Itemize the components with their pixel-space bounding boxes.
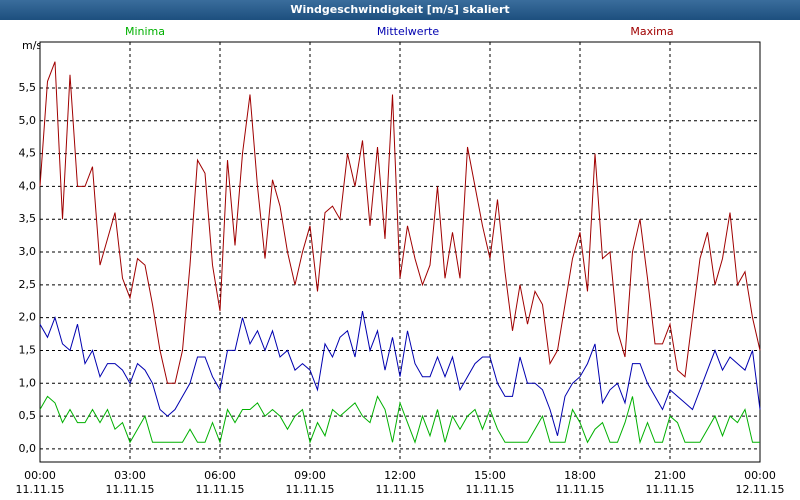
title-bar: Windgeschwindigkeit [m/s] skaliert (0, 0, 800, 20)
x-tick-label: 00:00 (744, 469, 776, 482)
x-tick-label: 21:00 (654, 469, 686, 482)
x-tick-date: 11.11.15 (106, 483, 155, 496)
y-tick-label: 1,0 (19, 376, 37, 389)
series-line (39, 395, 760, 445)
x-tick-label: 18:00 (564, 469, 596, 482)
x-tick-date: 11.11.15 (466, 483, 515, 496)
x-tick-date: 12.11.15 (736, 483, 785, 496)
y-tick-label: 2,0 (19, 311, 37, 324)
legend-label: Minima (125, 25, 165, 38)
y-tick-label: 2,5 (19, 278, 37, 291)
x-tick-date: 11.11.15 (16, 483, 65, 496)
x-tick-label: 09:00 (294, 469, 326, 482)
series-line (39, 311, 761, 436)
series-line (39, 61, 761, 384)
y-tick-label: 4,5 (19, 147, 37, 160)
y-tick-label: 0,0 (19, 442, 37, 455)
x-tick-date: 11.11.15 (646, 483, 695, 496)
x-tick-date: 11.11.15 (556, 483, 605, 496)
y-tick-label: 5,5 (19, 81, 37, 94)
x-tick-label: 03:00 (114, 469, 146, 482)
legend-label: Maxima (630, 25, 673, 38)
legend-label: Mittelwerte (377, 25, 440, 38)
x-tick-label: 00:00 (24, 469, 56, 482)
y-tick-label: 1,5 (19, 343, 37, 356)
plot-border (39, 41, 761, 463)
y-tick-label: 4,0 (19, 179, 37, 192)
x-tick-date: 11.11.15 (196, 483, 245, 496)
y-tick-label: 0,5 (19, 409, 37, 422)
y-axis-unit: m/s (22, 39, 42, 52)
y-tick-label: 3,5 (19, 212, 37, 225)
x-tick-label: 15:00 (474, 469, 506, 482)
y-tick-label: 3,0 (19, 245, 37, 258)
x-tick-label: 06:00 (204, 469, 236, 482)
y-tick-label: 5,0 (19, 114, 37, 127)
x-tick-date: 11.11.15 (286, 483, 335, 496)
x-tick-date: 11.11.15 (376, 483, 425, 496)
x-tick-label: 12:00 (384, 469, 416, 482)
chart-title: Windgeschwindigkeit [m/s] skaliert (290, 3, 510, 16)
